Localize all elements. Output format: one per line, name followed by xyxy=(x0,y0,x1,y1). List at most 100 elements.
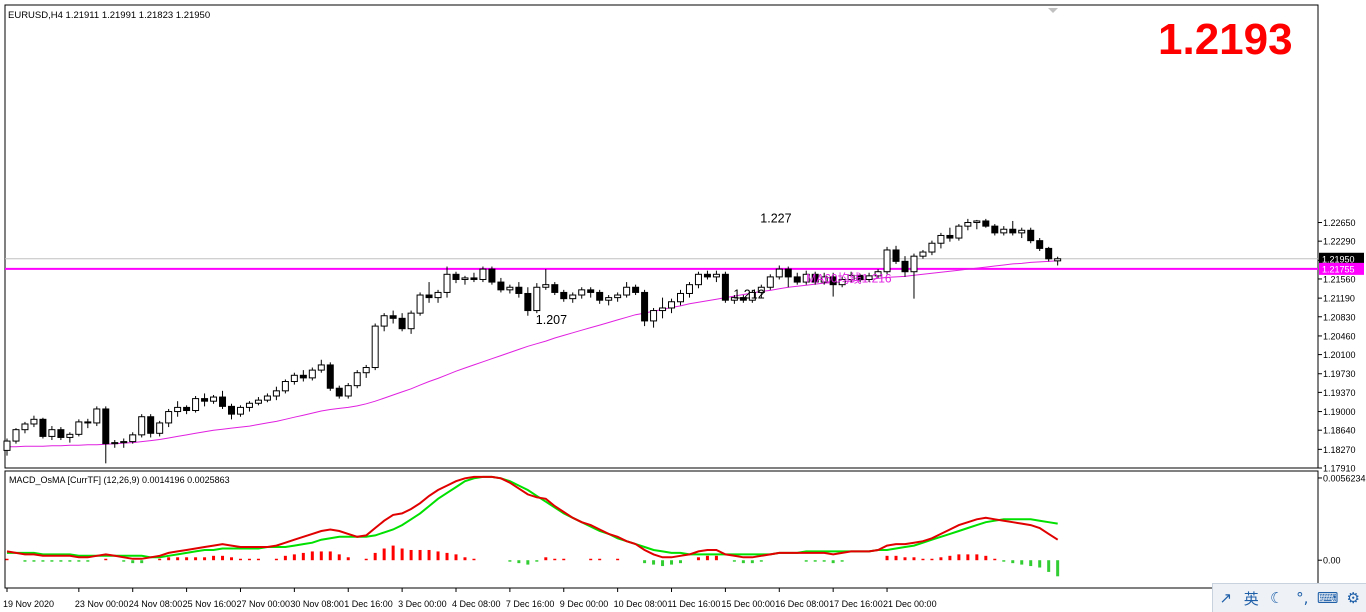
candle-body xyxy=(488,268,496,283)
candle-body xyxy=(641,291,649,322)
candle-body xyxy=(694,273,702,286)
candle-body xyxy=(245,402,253,408)
y-tick-label: 1.20100 xyxy=(1323,350,1356,360)
candle-body xyxy=(66,433,74,438)
candle-body xyxy=(802,273,810,283)
candle-body xyxy=(757,286,765,293)
candle-body xyxy=(425,294,433,299)
chart-annotation: 1.207 xyxy=(536,313,567,327)
x-tick-label: 21 Dec 00:00 xyxy=(883,599,937,609)
y-tick-label: 1.22650 xyxy=(1323,218,1356,228)
candle-body xyxy=(973,220,981,224)
candle-body xyxy=(75,421,83,435)
candle-body xyxy=(955,225,963,239)
candle-body xyxy=(901,260,909,273)
support-price-box xyxy=(1319,262,1364,275)
macd-panel-frame xyxy=(4,470,1319,589)
candle-body xyxy=(847,274,855,280)
y-tick-label: 1.18270 xyxy=(1323,445,1356,455)
candle-body xyxy=(506,286,514,291)
candle-body xyxy=(497,281,505,291)
current-price-label: 1.21950 xyxy=(1322,254,1355,264)
candle-body xyxy=(982,220,990,227)
y-tick-label: 1.17910 xyxy=(1323,464,1356,474)
ime-keyboard-icon[interactable]: ⌨ xyxy=(1316,589,1339,607)
candle-body xyxy=(281,381,289,392)
candle-body xyxy=(1018,229,1026,234)
x-tick-label: 3 Dec 00:00 xyxy=(398,599,447,609)
candle-body xyxy=(470,277,478,280)
candle-body xyxy=(677,292,684,303)
candle-body xyxy=(290,374,298,383)
y-tick-label: 1.19370 xyxy=(1323,388,1356,398)
candle-body xyxy=(721,273,729,301)
candle-body xyxy=(964,222,972,227)
candle-body xyxy=(838,278,846,286)
macd-title: MACD_OsMA [CurrTF] (12,26,9) 0.0014196 0… xyxy=(9,475,230,485)
candle-body xyxy=(1036,240,1044,249)
candle-body xyxy=(371,325,379,369)
candle-body xyxy=(272,390,280,397)
candle-body xyxy=(93,408,101,424)
candle-body xyxy=(254,399,262,404)
candle-body xyxy=(210,396,218,402)
y-tick-label: 1.22290 xyxy=(1323,237,1356,247)
y-tick-label: 1.19000 xyxy=(1323,407,1356,417)
main-chart-frame xyxy=(4,4,1319,469)
ime-settings-icon[interactable]: ⚙ xyxy=(1346,589,1360,607)
macd-y-tick-label: 0.0056234 xyxy=(1323,473,1366,483)
x-tick-label: 19 Nov 2020 xyxy=(3,599,54,609)
candle-body xyxy=(946,234,954,239)
candle-body xyxy=(461,277,469,280)
x-tick-label: 24 Nov 08:00 xyxy=(129,599,183,609)
x-tick-label: 15 Dec 00:00 xyxy=(721,599,775,609)
candle-body xyxy=(57,429,65,438)
candle-body xyxy=(919,251,927,257)
candle-body xyxy=(39,418,47,437)
candle-body xyxy=(398,317,406,330)
x-tick-label: 11 Dec 16:00 xyxy=(668,599,721,609)
chart-annotation: 1.227 xyxy=(760,212,791,226)
candle-body xyxy=(12,429,20,442)
candle-body xyxy=(551,284,559,293)
candle-body xyxy=(928,242,936,253)
candle-body xyxy=(874,271,882,277)
candle-body xyxy=(317,364,325,371)
x-tick-label: 25 Nov 16:00 xyxy=(183,599,237,609)
candle-body xyxy=(712,273,720,278)
candle-body xyxy=(263,395,271,401)
x-tick-label: 4 Dec 08:00 xyxy=(452,599,501,609)
x-tick-label: 23 Nov 00:00 xyxy=(75,599,129,609)
candle-body xyxy=(479,268,487,280)
candle-body xyxy=(515,286,523,294)
candle-body xyxy=(434,291,442,299)
candle-body xyxy=(937,234,945,244)
candle-body xyxy=(632,286,640,293)
candle-body xyxy=(389,315,397,319)
ime-mode-icon[interactable]: ↗ xyxy=(1219,589,1233,607)
candle-body xyxy=(407,312,415,330)
ma60-line xyxy=(7,260,1058,448)
candle-body xyxy=(3,440,11,451)
ime-language-icon[interactable]: 英 xyxy=(1243,589,1259,608)
ime-moon-icon[interactable]: ☾ xyxy=(1270,589,1284,607)
candle-body xyxy=(353,372,361,387)
x-tick-label: 9 Dec 00:00 xyxy=(560,599,609,609)
candle-body xyxy=(362,367,370,374)
candle-body xyxy=(748,291,756,301)
candle-body xyxy=(685,284,693,294)
candle-body xyxy=(129,434,137,443)
candle-body xyxy=(650,310,658,322)
macd-signal-line xyxy=(7,475,1058,559)
candle-body xyxy=(533,286,541,312)
candle-body xyxy=(174,406,182,413)
candle-body xyxy=(219,396,227,407)
candle-body xyxy=(443,273,451,293)
ime-punctuation-icon[interactable]: °, xyxy=(1296,589,1309,607)
x-tick-label: 16 Dec 08:00 xyxy=(775,599,829,609)
candle-body xyxy=(542,284,550,288)
candle-body xyxy=(48,429,56,437)
candle-body xyxy=(380,315,388,327)
support-price-label: 1.21755 xyxy=(1322,264,1355,274)
x-tick-label: 17 Dec 16:00 xyxy=(829,599,883,609)
